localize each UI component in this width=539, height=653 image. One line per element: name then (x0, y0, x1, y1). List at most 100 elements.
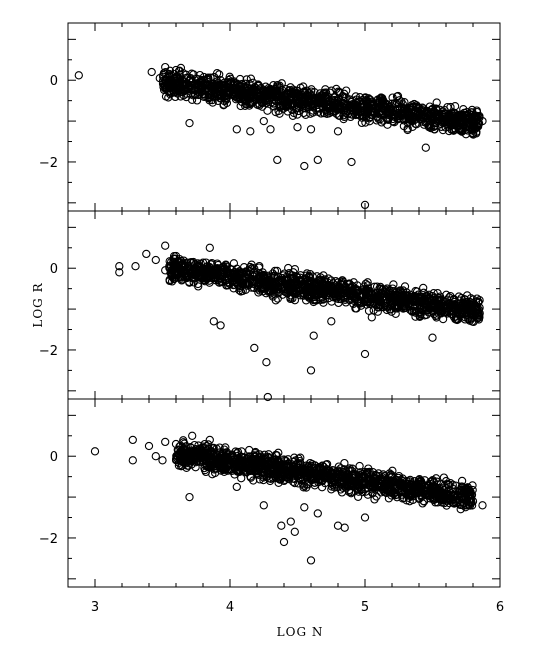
data-point (238, 268, 247, 277)
data-point (249, 275, 258, 284)
data-point (458, 112, 467, 121)
data-point (209, 317, 218, 326)
data-point (390, 294, 400, 303)
data-point (272, 451, 282, 460)
data-point (409, 482, 418, 491)
data-point (206, 447, 216, 456)
data-point (287, 279, 296, 288)
data-point (363, 105, 372, 114)
data-point (333, 521, 343, 530)
data-point (298, 479, 307, 488)
data-point (261, 289, 271, 298)
data-point (339, 288, 348, 297)
data-point (424, 290, 434, 299)
data-point (322, 103, 331, 112)
data-point (217, 464, 226, 473)
data-point (205, 435, 214, 445)
data-point (299, 82, 308, 91)
data-point (296, 474, 305, 483)
data-point (248, 464, 257, 473)
data-point (241, 99, 251, 108)
data-point (168, 270, 177, 280)
data-point (346, 106, 355, 115)
data-point (411, 312, 420, 321)
data-point (259, 501, 268, 510)
data-point (392, 483, 402, 492)
data-point (190, 440, 199, 450)
data-point (290, 527, 299, 536)
data-point (188, 431, 197, 440)
data-point (421, 113, 431, 123)
data-point (314, 466, 323, 475)
data-point (247, 466, 256, 475)
data-point (235, 467, 244, 477)
data-point (334, 482, 344, 491)
data-point (433, 498, 442, 507)
data-point (158, 456, 167, 465)
data-point (128, 456, 137, 465)
data-point (383, 108, 392, 117)
data-point (427, 301, 437, 310)
data-point (376, 282, 385, 292)
data-point (328, 96, 337, 105)
data-point (265, 279, 274, 288)
data-point (387, 476, 397, 486)
data-point (306, 366, 316, 375)
data-point (263, 106, 272, 115)
data-point (388, 117, 397, 126)
data-point (290, 478, 299, 488)
data-point (231, 83, 241, 92)
data-point (363, 281, 372, 290)
data-point (457, 127, 467, 136)
data-point (201, 91, 210, 101)
data-point (208, 470, 217, 479)
data-point (344, 481, 353, 490)
data-point (266, 272, 275, 282)
data-point (365, 117, 374, 126)
data-point (224, 459, 233, 468)
data-point (309, 331, 318, 340)
data-point (265, 476, 275, 486)
y-tick-label: 0 (50, 450, 58, 465)
panel-2: 0 −2 (39, 210, 501, 402)
data-point (398, 286, 408, 295)
data-point (192, 74, 201, 84)
data-point (197, 84, 206, 94)
data-point (380, 487, 389, 496)
data-point (300, 161, 309, 171)
data-point (258, 98, 267, 108)
data-point (403, 300, 412, 309)
data-point (320, 277, 329, 286)
data-point (321, 85, 330, 94)
data-point (306, 556, 316, 565)
data-point (376, 291, 386, 300)
data-point (296, 460, 305, 469)
y-tick-label: −2 (39, 156, 58, 171)
data-point (308, 473, 317, 482)
data-point (200, 439, 209, 449)
data-point (254, 263, 264, 272)
data-point (180, 261, 190, 270)
data-point (470, 301, 479, 310)
data-point (260, 462, 269, 471)
data-point (412, 487, 421, 496)
data-point (282, 272, 291, 281)
data-point (420, 476, 429, 485)
data-point (362, 108, 371, 118)
data-point (450, 499, 459, 508)
data-point (250, 451, 260, 461)
data-point (245, 92, 254, 101)
data-point (320, 289, 329, 298)
data-point (424, 121, 433, 130)
data-point (264, 287, 273, 296)
panels: 0 −2 0 −2 0 −2 (39, 23, 501, 587)
data-point (331, 281, 340, 290)
data-point (253, 85, 262, 94)
data-point (269, 81, 278, 90)
data-point (396, 286, 405, 295)
data-point (213, 77, 222, 86)
x-tick-label: 3 (91, 600, 99, 615)
data-point (185, 118, 194, 128)
data-point (288, 111, 298, 120)
